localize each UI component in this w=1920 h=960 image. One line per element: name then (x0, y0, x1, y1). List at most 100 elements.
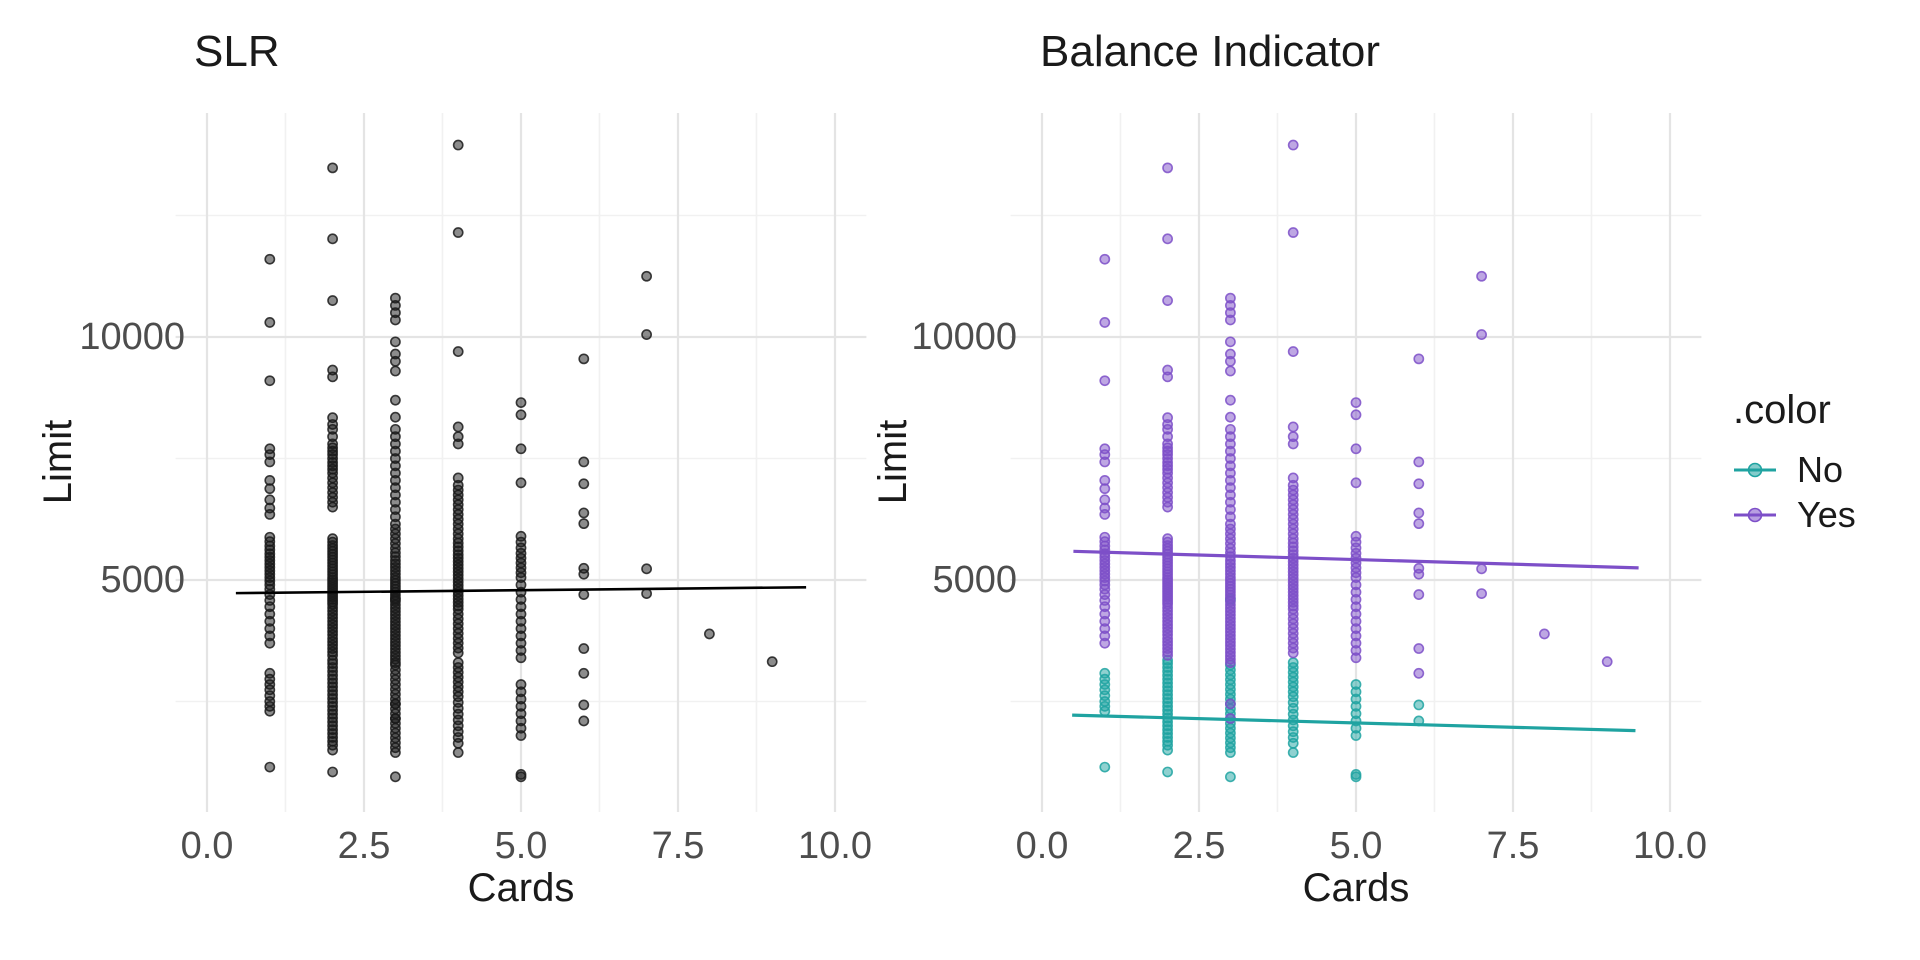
data-point (578, 456, 590, 468)
data-point (1099, 375, 1111, 387)
data-point (1225, 411, 1236, 423)
data-point (1099, 483, 1111, 495)
data-point (1413, 353, 1425, 365)
data-point (1476, 329, 1487, 340)
data-point (264, 508, 276, 520)
data-point (1225, 771, 1236, 783)
data-point (1099, 253, 1111, 265)
data-point (452, 737, 464, 749)
regression-line-no (1072, 713, 1636, 733)
data-point (578, 643, 590, 654)
data-point (1287, 737, 1299, 749)
data-point (1162, 295, 1173, 306)
data-point (1413, 568, 1425, 580)
y-tick-label: 10000 (79, 316, 185, 358)
x-tick-label: 0.0 (1015, 825, 1069, 867)
data-point (1413, 699, 1425, 711)
data-point (389, 747, 401, 758)
x-tick-label: 2.5 (337, 825, 391, 867)
data-point (1413, 643, 1425, 654)
data-point (1287, 139, 1299, 151)
data-point (1413, 456, 1425, 468)
data-point (1413, 667, 1425, 679)
data-point (1162, 649, 1173, 661)
data-point (515, 477, 527, 489)
data-point (1413, 518, 1425, 530)
data-point (264, 483, 276, 495)
y-tick-label: 5000 (100, 559, 185, 601)
x-tick-label: 10.0 (1633, 825, 1707, 867)
data-point (1539, 628, 1550, 640)
data-point (1413, 507, 1425, 519)
legend-key-yes (1734, 507, 1776, 523)
data-point (515, 443, 527, 455)
x-tick-label: 0.0 (180, 825, 234, 867)
data-point (578, 667, 590, 679)
data-point (452, 227, 464, 238)
data-point (1225, 657, 1236, 669)
x-tick-label: 7.5 (651, 825, 705, 867)
data-point (515, 397, 527, 409)
data-point (1287, 421, 1299, 433)
data-point (515, 771, 527, 783)
data-point (1287, 227, 1299, 238)
data-point (389, 355, 401, 367)
data-point (264, 637, 276, 649)
regression-line-slr (235, 585, 807, 595)
data-point (389, 771, 401, 783)
x-tick-label: 2.5 (1172, 825, 1226, 867)
x-tick-label: 5.0 (494, 825, 548, 867)
data-point (515, 730, 527, 741)
data-point (1476, 270, 1487, 282)
data-point (452, 421, 464, 433)
data-point (389, 314, 401, 326)
data-point (1099, 456, 1111, 468)
legend-label-no: No (1797, 449, 1844, 490)
legend-label-yes: Yes (1797, 494, 1856, 535)
data-point (1162, 233, 1173, 245)
data-point (1225, 698, 1236, 710)
data-point (1287, 647, 1299, 659)
data-point (452, 647, 464, 659)
data-point (1099, 637, 1111, 649)
plot-title-right: Balance Indicator (1040, 27, 1380, 76)
data-point (578, 589, 590, 600)
data-point (1099, 508, 1111, 520)
data-point (1287, 438, 1299, 450)
data-point (327, 371, 338, 383)
data-point (1350, 652, 1362, 664)
data-point (452, 747, 464, 758)
data-point (1350, 397, 1362, 409)
data-point (1225, 394, 1236, 406)
data-point (452, 346, 464, 357)
data-point (1099, 761, 1111, 773)
data-point (1601, 656, 1613, 668)
data-point (578, 507, 590, 519)
data-point (578, 478, 590, 490)
data-point (264, 705, 276, 717)
data-point (766, 656, 778, 668)
legend-point-no-icon (1747, 462, 1763, 478)
legend-title: .color (1733, 388, 1831, 432)
x-tick-label: 5.0 (1329, 825, 1383, 867)
data-point (641, 329, 652, 340)
data-point (327, 744, 338, 756)
data-point (389, 394, 401, 406)
data-point (578, 568, 590, 580)
data-point (452, 438, 464, 450)
data-point (1350, 771, 1362, 783)
data-point (641, 563, 652, 575)
data-point (264, 761, 276, 773)
data-point (264, 317, 276, 328)
data-point (389, 336, 401, 348)
data-point (704, 628, 715, 640)
data-point (1225, 365, 1236, 377)
data-point (1225, 314, 1236, 326)
data-point (264, 456, 276, 468)
y-axis-title-right: Limit (871, 419, 915, 505)
data-point (389, 365, 401, 377)
legend-point-yes-icon (1747, 507, 1763, 523)
data-point (641, 588, 652, 600)
data-point (1225, 747, 1236, 758)
data-point (1476, 563, 1487, 575)
